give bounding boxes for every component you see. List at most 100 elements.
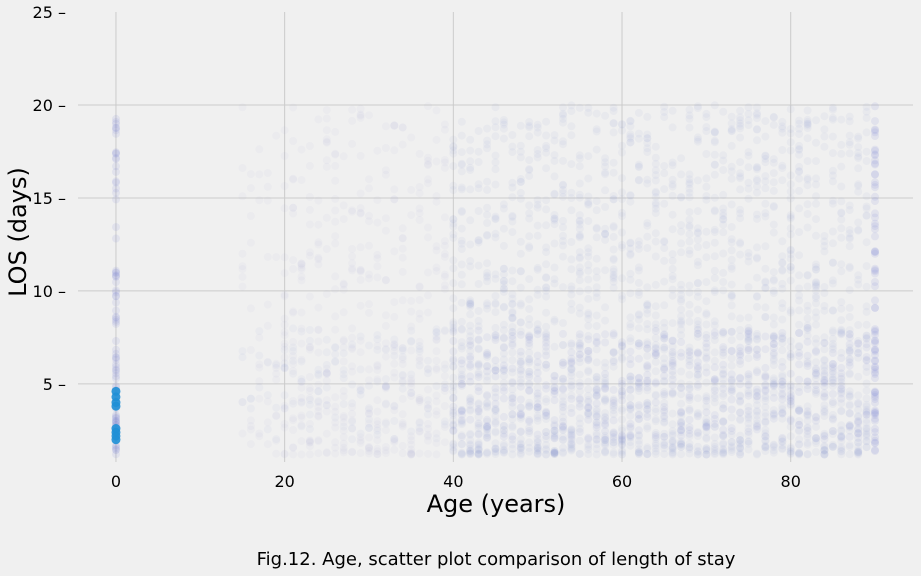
- data-point: [525, 214, 534, 223]
- data-point: [668, 388, 677, 397]
- data-point: [601, 394, 610, 403]
- data-point: [415, 189, 424, 198]
- data-point: [398, 441, 407, 450]
- data-point: [533, 363, 542, 372]
- data-point: [795, 427, 804, 435]
- data-point: [415, 394, 424, 402]
- data-point: [525, 333, 534, 342]
- data-point: [736, 431, 745, 440]
- data-point: [297, 355, 306, 364]
- data-point: [643, 410, 652, 418]
- data-point: [871, 247, 879, 256]
- data-point: [331, 393, 340, 402]
- data-point: [567, 339, 576, 348]
- data-point: [567, 122, 576, 131]
- data-point: [820, 363, 829, 372]
- data-point: [862, 402, 871, 411]
- data-point: [812, 369, 820, 377]
- data-point: [719, 404, 728, 413]
- data-point: [297, 393, 306, 402]
- data-point: [660, 365, 669, 374]
- data-point: [415, 149, 424, 158]
- data-point: [112, 272, 120, 280]
- data-point: [398, 234, 407, 243]
- data-point: [820, 412, 829, 421]
- data-point: [559, 111, 567, 120]
- data-point: [390, 146, 399, 155]
- data-point: [753, 243, 761, 252]
- data-point: [803, 331, 812, 340]
- data-point: [238, 103, 247, 112]
- data-point: [854, 433, 863, 442]
- data-point: [289, 399, 298, 408]
- data-point: [525, 295, 534, 304]
- data-point: [828, 103, 837, 112]
- data-point: [592, 435, 601, 444]
- data-point: [643, 283, 652, 292]
- data-point: [719, 392, 728, 400]
- data-point: [567, 381, 576, 390]
- data-point: [415, 427, 424, 436]
- data-point: [744, 257, 753, 266]
- data-point: [516, 395, 525, 404]
- data-point: [643, 450, 652, 459]
- data-point: [761, 394, 770, 402]
- data-point: [727, 200, 736, 209]
- data-point: [744, 252, 753, 261]
- data-point: [550, 446, 559, 455]
- data-point: [710, 422, 719, 431]
- data-point: [592, 435, 601, 444]
- data-point: [634, 436, 643, 445]
- data-point: [753, 368, 761, 377]
- data-point: [542, 384, 551, 393]
- data-point: [314, 253, 323, 262]
- data-point: [559, 156, 567, 165]
- data-point: [398, 123, 407, 132]
- data-point: [542, 338, 551, 347]
- data-point: [592, 410, 601, 419]
- data-point: [845, 138, 854, 147]
- data-point: [112, 119, 120, 128]
- data-point: [601, 412, 610, 421]
- data-point: [322, 449, 331, 458]
- data-point: [668, 348, 677, 357]
- data-point: [702, 297, 711, 306]
- data-point: [499, 394, 508, 403]
- data-point: [609, 385, 618, 394]
- data-point: [778, 122, 787, 131]
- data-point: [643, 444, 652, 453]
- data-point: [753, 392, 761, 400]
- data-point: [736, 398, 745, 406]
- data-point: [778, 433, 787, 442]
- data-point: [381, 418, 390, 427]
- data-point: [677, 379, 686, 388]
- data-point: [693, 329, 702, 338]
- data-point: [634, 432, 643, 440]
- data-point: [356, 189, 365, 198]
- data-point: [390, 121, 399, 130]
- data-point: [559, 252, 567, 261]
- data-point: [339, 279, 348, 288]
- data-point: [365, 217, 373, 226]
- data-point: [305, 400, 314, 409]
- data-point: [542, 450, 551, 459]
- highlight-point: [111, 386, 121, 396]
- data-point: [322, 348, 331, 357]
- data-point: [483, 362, 492, 371]
- data-point: [601, 230, 610, 239]
- data-point: [559, 241, 567, 250]
- data-point: [710, 150, 719, 159]
- data-point: [626, 132, 635, 141]
- data-point: [719, 432, 728, 441]
- data-point: [466, 298, 475, 307]
- data-point: [356, 104, 365, 113]
- data-point: [786, 276, 795, 285]
- data-point: [365, 300, 373, 309]
- data-point: [297, 450, 306, 459]
- data-point: [601, 441, 610, 450]
- data-point: [753, 176, 761, 185]
- data-point: [112, 412, 120, 421]
- data-point: [651, 441, 660, 450]
- data-point: [491, 229, 500, 238]
- data-point: [854, 412, 863, 420]
